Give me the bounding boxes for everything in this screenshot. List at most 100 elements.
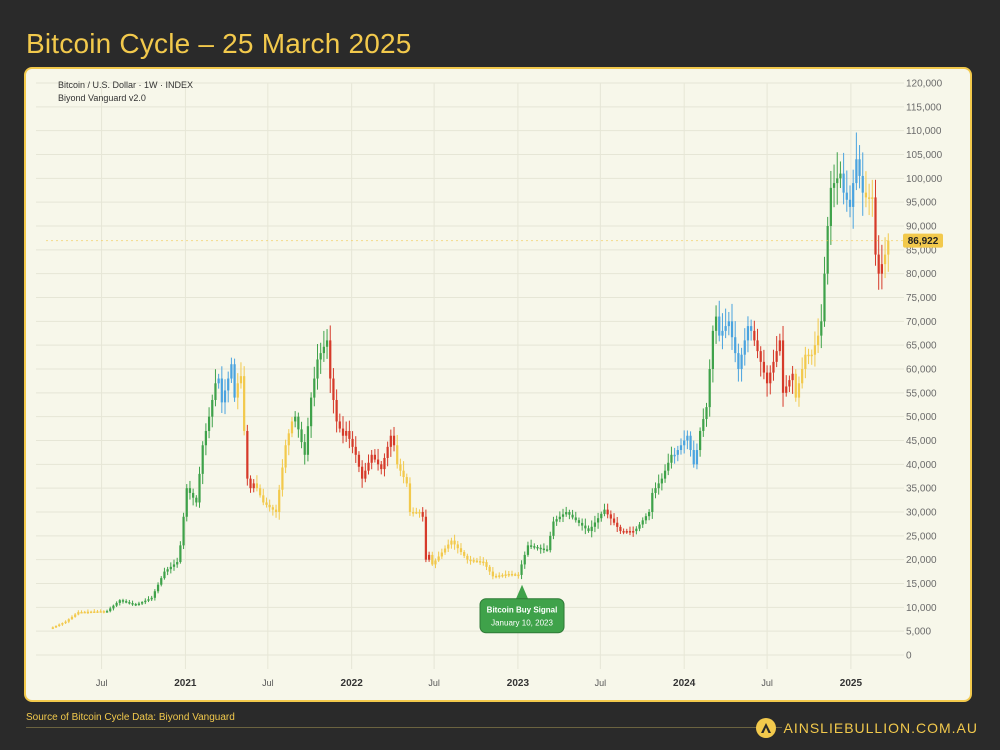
candle-body (781, 340, 785, 393)
candle-body (54, 625, 58, 628)
candle-body (58, 624, 61, 626)
candle-body (255, 483, 259, 489)
current-price-label: 86,922 (908, 236, 939, 247)
candle-body (577, 520, 581, 523)
candle-body (836, 178, 839, 184)
candle-body (306, 426, 310, 455)
candle-body (364, 470, 367, 479)
candle-body (443, 548, 447, 553)
candle-body (99, 611, 102, 613)
candle-body (561, 514, 565, 517)
candle-body (829, 187, 832, 226)
candle-body (102, 611, 105, 613)
candle-body (357, 454, 361, 467)
candle-body (874, 197, 877, 255)
candle-body (383, 457, 386, 470)
candle-body (268, 504, 271, 508)
candle-body (523, 554, 526, 565)
candle-body (478, 561, 482, 563)
candle-body (354, 446, 357, 455)
candle-body (418, 512, 421, 514)
candle-body (134, 603, 137, 606)
candle-body (412, 512, 415, 514)
candle-body (839, 173, 842, 179)
source-note: Source of Bitcoin Cycle Data: Biyond Van… (26, 712, 235, 723)
candle-body (727, 321, 730, 327)
candle-body (488, 566, 491, 572)
candle-body (590, 526, 593, 532)
candle-body (176, 562, 179, 565)
chart-header-line: Biyond Vanguard v2.0 (58, 93, 146, 103)
x-tick-label: Jul (96, 678, 108, 688)
y-tick-label: 10,000 (906, 603, 937, 614)
candle-body (262, 495, 265, 503)
candle-body (408, 483, 412, 512)
candle-body (434, 560, 437, 565)
candle-body (571, 514, 574, 518)
candle-body (329, 340, 332, 379)
y-tick-label: 50,000 (906, 412, 937, 423)
candle-body (686, 435, 689, 441)
candle-body (883, 254, 887, 265)
candle-body (163, 571, 166, 579)
candle-body (494, 575, 498, 578)
y-tick-label: 80,000 (906, 269, 937, 280)
candle-body (788, 380, 791, 387)
y-tick-label: 70,000 (906, 317, 937, 328)
brand[interactable]: AINSLIEBULLION.COM.AU (755, 718, 979, 738)
candle-body (641, 520, 644, 525)
candle-body (278, 489, 281, 512)
candle-body (105, 611, 109, 613)
candle-body (156, 584, 160, 592)
candle-body (568, 512, 571, 515)
candle-body (427, 554, 431, 560)
candle-body (657, 483, 660, 489)
x-tick-label: 2022 (341, 678, 364, 689)
candle-body (593, 522, 597, 527)
candle-body (801, 369, 804, 384)
candle-body (172, 564, 176, 567)
candle-body (431, 554, 434, 565)
candle-body (341, 428, 345, 436)
candle-body (638, 524, 641, 529)
candle-body (501, 574, 504, 577)
y-tick-label: 45,000 (906, 436, 937, 447)
candle-body (376, 459, 380, 465)
candle-body (864, 192, 868, 198)
current-price-badge (903, 233, 943, 248)
candle-body (300, 429, 303, 443)
candle-body (227, 378, 230, 391)
candle-body (517, 574, 520, 577)
candle-body (338, 421, 341, 429)
candle-body (619, 526, 622, 532)
candle-body (274, 509, 278, 512)
candle-body (319, 353, 322, 360)
candle-body (711, 330, 714, 369)
candle-body (121, 600, 125, 602)
candle-body (498, 575, 501, 577)
candle-body (459, 548, 463, 553)
candle-body (96, 611, 99, 613)
candle-body (861, 175, 864, 193)
candle-body (150, 597, 153, 600)
candle-body (309, 397, 313, 427)
candle-body (169, 566, 172, 570)
candle-body (204, 430, 208, 446)
candle-body (236, 383, 239, 398)
annotation-line-2: January 10, 2023 (491, 619, 553, 628)
x-tick-label: 2021 (174, 678, 197, 689)
candle-body (399, 464, 402, 471)
candle-body (192, 492, 195, 498)
candle-body (64, 621, 67, 624)
candle-body (804, 354, 807, 369)
candle-body (211, 399, 214, 417)
candle-body (51, 627, 54, 629)
candle-body (243, 376, 246, 431)
candle-body (855, 159, 858, 184)
candle-body (765, 372, 769, 384)
candle-body (217, 378, 220, 384)
candle-body (380, 464, 383, 470)
candle-body (214, 383, 217, 400)
candle-body (823, 273, 826, 322)
candle-body (816, 335, 820, 346)
